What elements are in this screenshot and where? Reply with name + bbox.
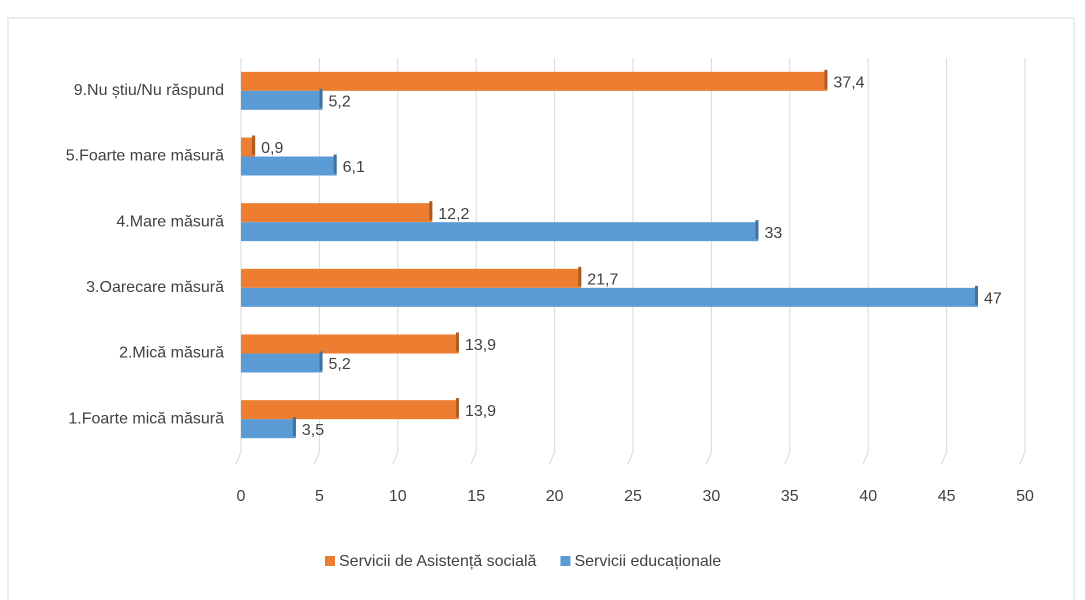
x-tick-label: 45 [938,488,956,505]
bar-edge [455,398,459,418]
x-tick-label: 20 [546,488,564,505]
x-tick-label: 0 [237,488,246,505]
bar-edge [429,201,433,221]
bar-edge [824,69,828,89]
legend-swatch [325,556,335,566]
bar-edge [252,135,256,155]
grid-floor [862,451,869,465]
legend-label: Servicii de Asistență socială [339,553,537,570]
bar [241,203,433,223]
bar-edge [319,351,323,371]
bar [241,353,323,373]
value-label: 13,9 [465,403,496,420]
bar [241,90,323,110]
value-label: 21,7 [587,272,618,289]
value-label: 5,2 [329,356,351,373]
grid-floor [392,451,399,465]
x-tick-label: 50 [1016,488,1034,505]
bar [241,71,828,91]
x-tick-label: 25 [624,488,642,505]
grid-floor [235,451,242,465]
bar-edge [292,417,296,437]
value-label: 47 [984,291,1002,308]
value-label: 5,2 [329,94,351,111]
x-tick-label: 10 [389,488,407,505]
bar [241,222,759,242]
grid-floor [313,451,320,465]
x-tick-label: 5 [315,488,324,505]
bar [241,268,582,288]
y-tick-label: 1.Foarte mică măsură [68,410,224,427]
bar [241,334,459,354]
grid-floor [784,451,791,465]
bar-edge [333,154,337,174]
y-tick-label: 2.Mică măsură [119,345,224,362]
grid-floor [470,451,477,465]
value-label: 6,1 [343,159,365,176]
grid-floor [705,451,712,465]
grid-floor [1019,451,1026,465]
value-label: 33 [764,225,782,242]
x-tick-label: 35 [781,488,799,505]
grid-floor [549,451,556,465]
y-tick-label: 5.Foarte mare măsură [66,148,224,165]
x-tick-label: 15 [467,488,485,505]
bar [241,419,296,439]
legend-swatch [560,556,571,566]
value-label: 37,4 [833,75,864,92]
y-tick-label: 4.Mare măsură [116,213,224,230]
bar [241,137,256,157]
bar [241,400,459,420]
x-tick-label: 30 [703,488,721,505]
bar [241,156,337,176]
bar [241,287,978,307]
bar-edge [455,332,459,352]
bar-edge [319,88,323,108]
bar-edge [755,220,759,240]
y-tick-label: 3.Oarecare măsură [86,279,224,296]
value-label: 3,5 [302,422,324,439]
value-label: 0,9 [261,140,283,157]
legend-label: Servicii educaționale [574,553,721,570]
x-tick-label: 40 [859,488,877,505]
chart-frame [7,17,1075,600]
bar-edge [578,266,582,286]
grid-floor [627,451,634,465]
value-label: 12,2 [438,206,469,223]
y-tick-label: 9.Nu știu/Nu răspund [74,82,224,99]
bar-edge [974,285,978,305]
value-label: 13,9 [465,337,496,354]
grid-floor [941,451,948,465]
